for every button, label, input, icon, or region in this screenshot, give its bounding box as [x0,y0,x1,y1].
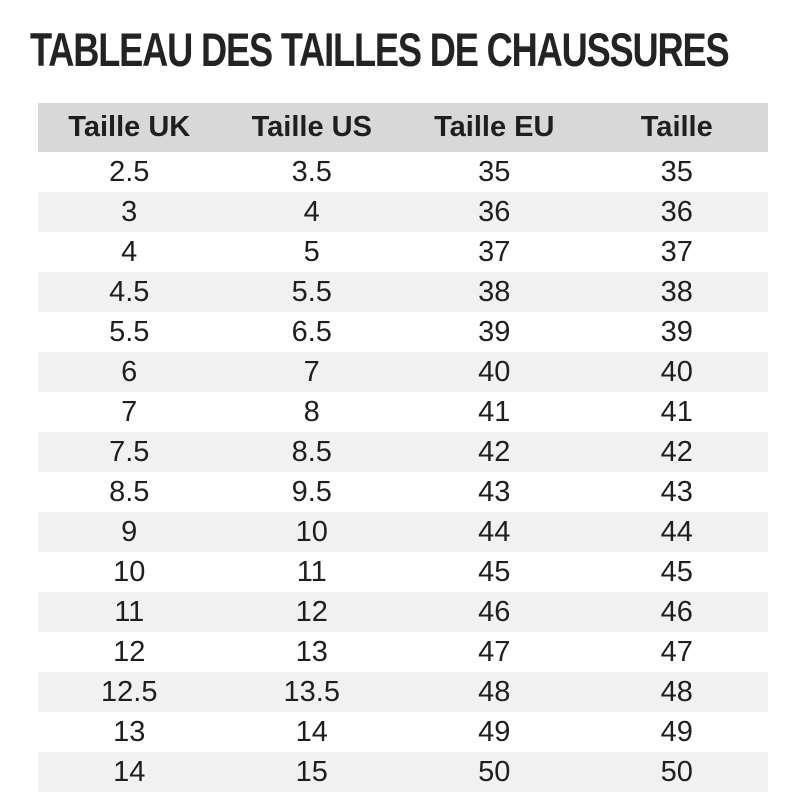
size-table: Taille UK Taille US Taille EU Taille 2.5 3.5… [38,103,768,792]
table-row: 4 5 37 37 [38,232,768,272]
table-cell: 6 [121,355,138,388]
table-cell: 39 [660,315,693,348]
table-cell: 7 [121,395,138,428]
table-cell: 49 [660,715,693,748]
table-row: 4.5 5.5 38 38 [38,272,768,312]
table-cell: 12.5 [101,675,158,708]
table-cell: 37 [660,235,693,268]
table-cell: 9.5 [291,475,332,508]
header-row: Taille UK Taille US Taille EU Taille [38,103,768,152]
column-header: Taille [585,103,768,152]
table-cell: 47 [660,635,693,668]
table-cell: 3.5 [291,155,332,188]
table-cell: 12 [113,635,146,668]
table-cell: 14 [113,755,146,788]
table-cell: 15 [295,755,328,788]
table-cell: 48 [660,675,693,708]
table-cell: 12 [295,595,328,628]
table-row: 7.5 8.5 42 42 [38,432,768,472]
table-cell: 50 [478,755,511,788]
table-cell: 41 [660,395,693,428]
table-cell: 5 [303,235,320,268]
table-cell: 42 [478,435,511,468]
size-table-body: 2.5 3.5 35 35 3 4 36 36 4 5 37 37 4.5 5.5 38 38 5.5 6.5 39… [38,152,768,792]
table-cell: 13 [295,635,328,668]
table-cell: 8.5 [109,475,150,508]
table-row: 6 7 40 40 [38,352,768,392]
table-cell: 46 [660,595,693,628]
table-cell: 48 [478,675,511,708]
table-cell: 10 [295,515,328,548]
table-cell: 35 [478,155,511,188]
table-cell: 4 [303,195,320,228]
table-cell: 47 [478,635,511,668]
column-header: Taille UK [38,103,221,152]
column-header: Taille EU [403,103,586,152]
table-cell: 2.5 [109,155,150,188]
table-row: 12 13 47 47 [38,632,768,672]
table-cell: 45 [660,555,693,588]
table-cell: 49 [478,715,511,748]
table-row: 9 10 44 44 [38,512,768,552]
table-cell: 11 [296,555,327,588]
table-cell: 36 [478,195,511,228]
table-cell: 43 [660,475,693,508]
table-cell: 46 [478,595,511,628]
table-cell: 5.5 [291,275,332,308]
table-cell: 38 [478,275,511,308]
page-title: TABLEAU DES TAILLES DE CHAUSSURES [30,23,730,76]
table-cell: 44 [660,515,693,548]
table-cell: 4 [121,235,138,268]
table-cell: 41 [478,395,511,428]
table-row: 8.5 9.5 43 43 [38,472,768,512]
table-cell: 11 [114,595,145,628]
table-cell: 37 [478,235,511,268]
table-cell: 36 [660,195,693,228]
table-row: 5.5 6.5 39 39 [38,312,768,352]
table-cell: 39 [478,315,511,348]
table-row: 2.5 3.5 35 35 [38,152,768,192]
table-cell: 7.5 [109,435,150,468]
table-cell: 42 [660,435,693,468]
table-cell: 13.5 [283,675,340,708]
table-row: 11 12 46 46 [38,592,768,632]
size-table-head: Taille UK Taille US Taille EU Taille [38,103,768,152]
table-cell: 9 [121,515,138,548]
table-cell: 8 [303,395,320,428]
table-cell: 13 [113,715,146,748]
table-cell: 40 [660,355,693,388]
table-cell: 45 [478,555,511,588]
table-cell: 3 [121,195,138,228]
table-cell: 6.5 [291,315,332,348]
table-row: 3 4 36 36 [38,192,768,232]
size-table-container: Taille UK Taille US Taille EU Taille 2.5 3.5… [38,103,768,792]
table-row: 7 8 41 41 [38,392,768,432]
table-row: 13 14 49 49 [38,712,768,752]
table-row: 12.5 13.5 48 48 [38,672,768,712]
table-cell: 40 [478,355,511,388]
table-cell: 44 [478,515,511,548]
column-header: Taille US [220,103,403,152]
table-cell: 35 [660,155,693,188]
table-cell: 50 [660,755,693,788]
table-row: 10 11 45 45 [38,552,768,592]
table-cell: 38 [660,275,693,308]
table-cell: 4.5 [109,275,150,308]
table-cell: 7 [303,355,320,388]
table-cell: 10 [113,555,146,588]
table-cell: 5.5 [109,315,150,348]
table-row: 14 15 50 50 [38,752,768,792]
table-cell: 8.5 [291,435,332,468]
table-cell: 43 [478,475,511,508]
table-cell: 14 [295,715,328,748]
